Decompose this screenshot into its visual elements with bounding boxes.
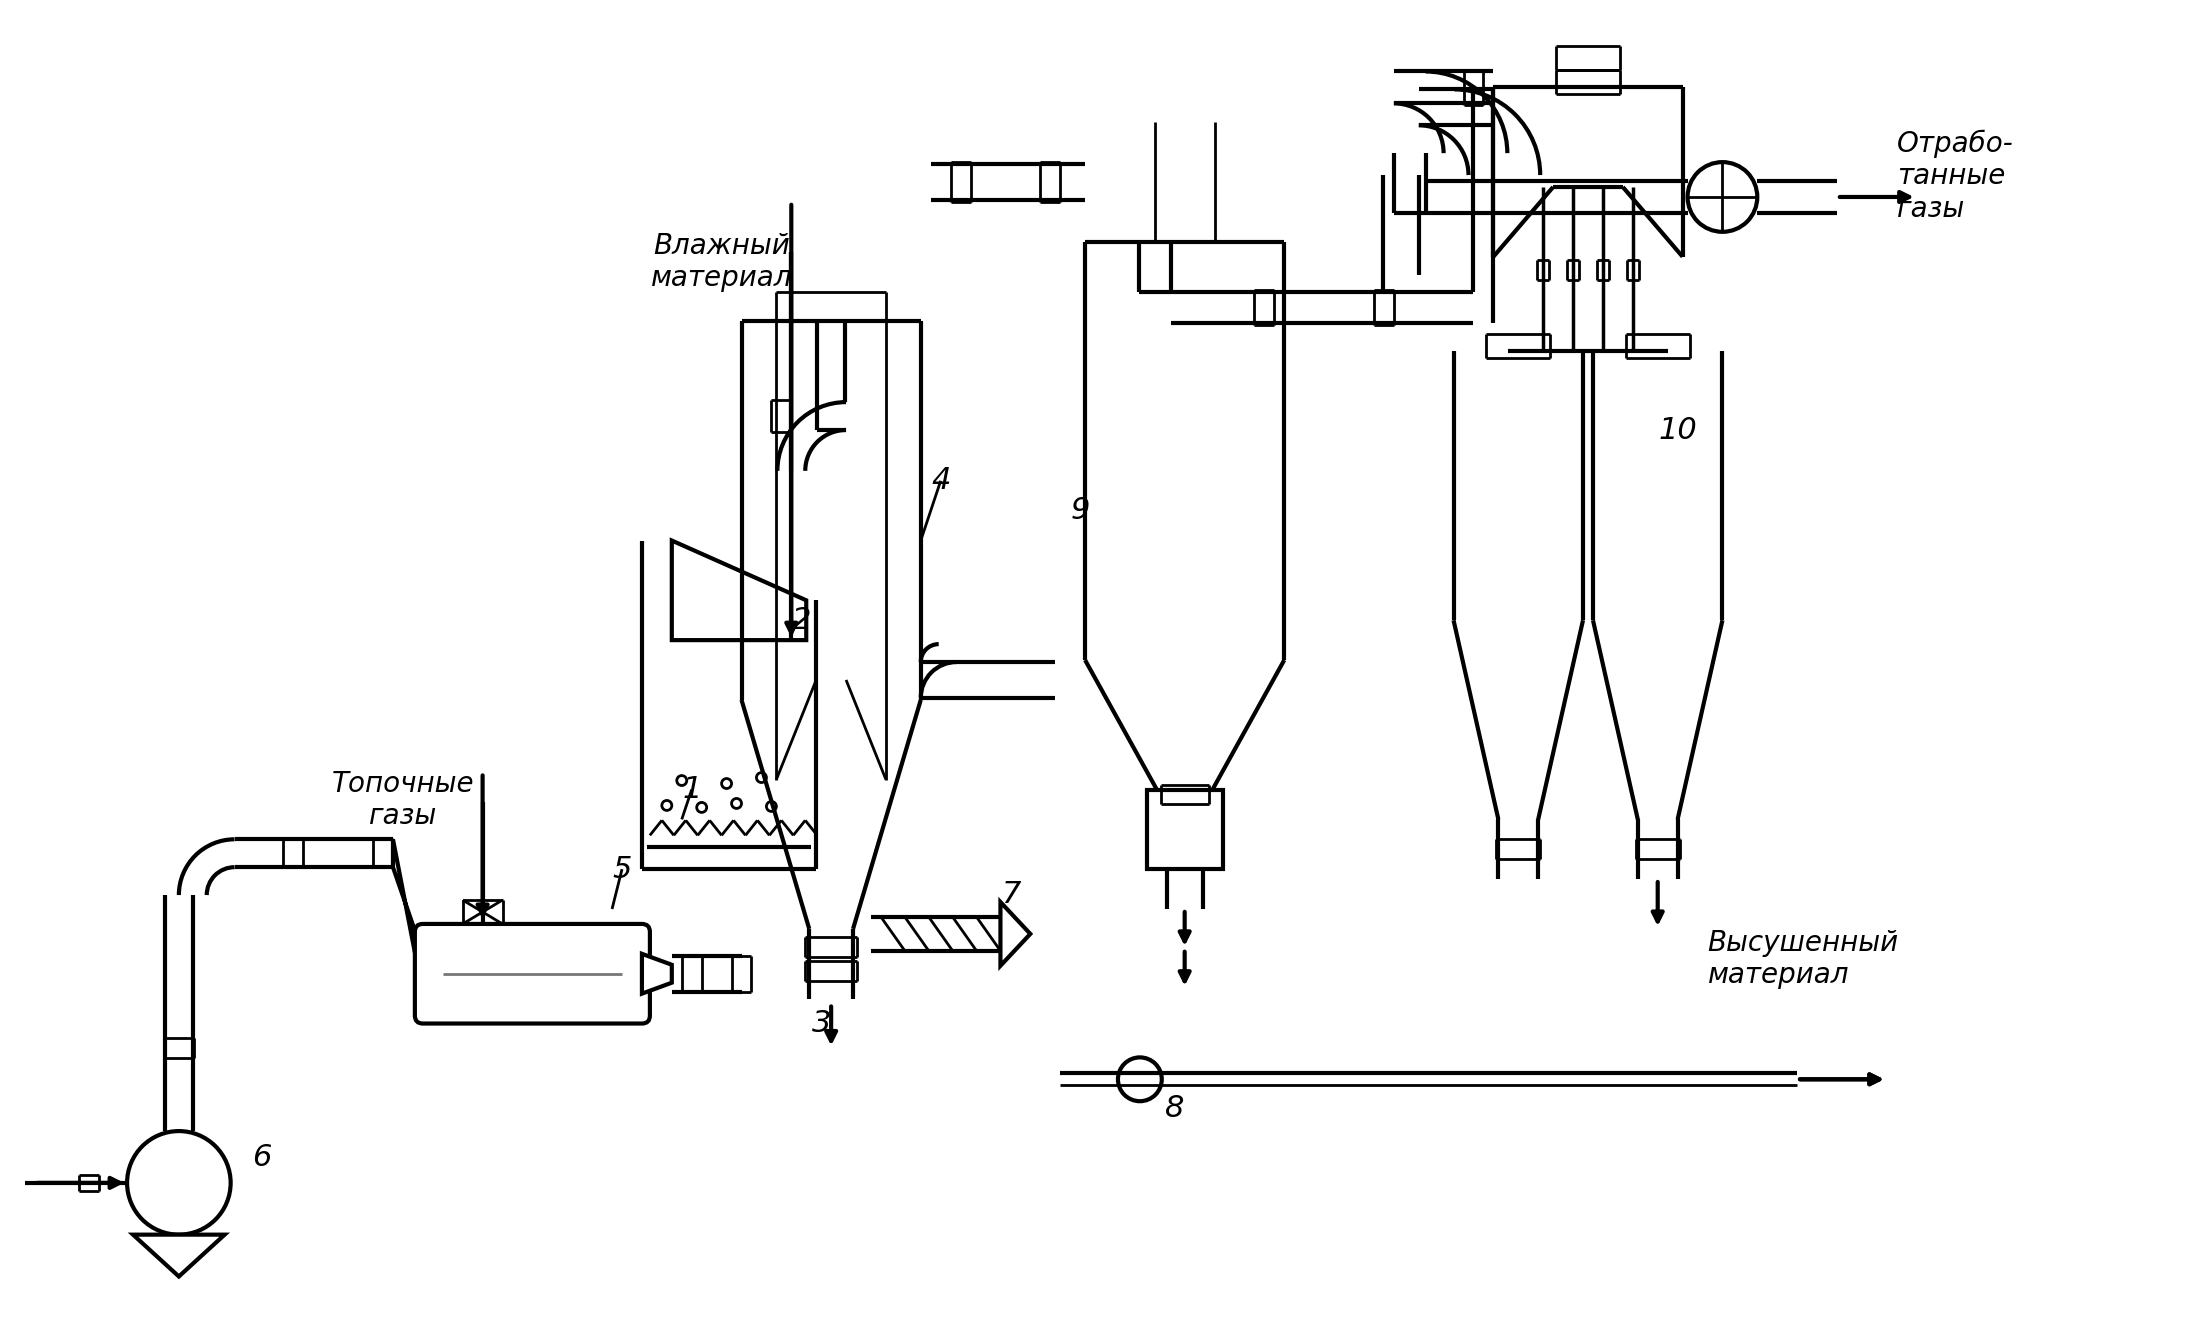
- Text: Отрабо-
танные
газы: Отрабо- танные газы: [1896, 130, 2013, 222]
- Circle shape: [721, 779, 732, 788]
- Circle shape: [732, 799, 741, 808]
- Polygon shape: [641, 954, 672, 994]
- Circle shape: [757, 773, 765, 783]
- Text: Влажный
материал: Влажный материал: [650, 232, 792, 292]
- Text: 7: 7: [1000, 879, 1020, 909]
- Polygon shape: [1000, 902, 1031, 966]
- Polygon shape: [672, 540, 805, 641]
- Text: 6: 6: [252, 1143, 272, 1172]
- Circle shape: [661, 800, 672, 811]
- Bar: [1146, 789, 1223, 870]
- Text: Топочные
газы: Топочные газы: [332, 769, 473, 829]
- Circle shape: [126, 1131, 230, 1234]
- Circle shape: [1688, 162, 1756, 232]
- Circle shape: [677, 776, 686, 785]
- Text: 1: 1: [681, 775, 701, 804]
- Text: 9: 9: [1071, 496, 1091, 525]
- Text: Высушенный
материал: Высушенный материал: [1708, 929, 1898, 989]
- FancyBboxPatch shape: [416, 925, 650, 1024]
- Polygon shape: [133, 1234, 226, 1277]
- Text: 10: 10: [1659, 417, 1697, 445]
- Text: 5: 5: [613, 855, 633, 883]
- Circle shape: [1117, 1057, 1161, 1101]
- Polygon shape: [394, 839, 422, 994]
- Text: 4: 4: [931, 466, 951, 496]
- Circle shape: [765, 801, 776, 812]
- Text: 2: 2: [792, 606, 812, 635]
- Text: 3: 3: [812, 1009, 832, 1038]
- Circle shape: [697, 803, 706, 812]
- Text: 8: 8: [1166, 1093, 1183, 1123]
